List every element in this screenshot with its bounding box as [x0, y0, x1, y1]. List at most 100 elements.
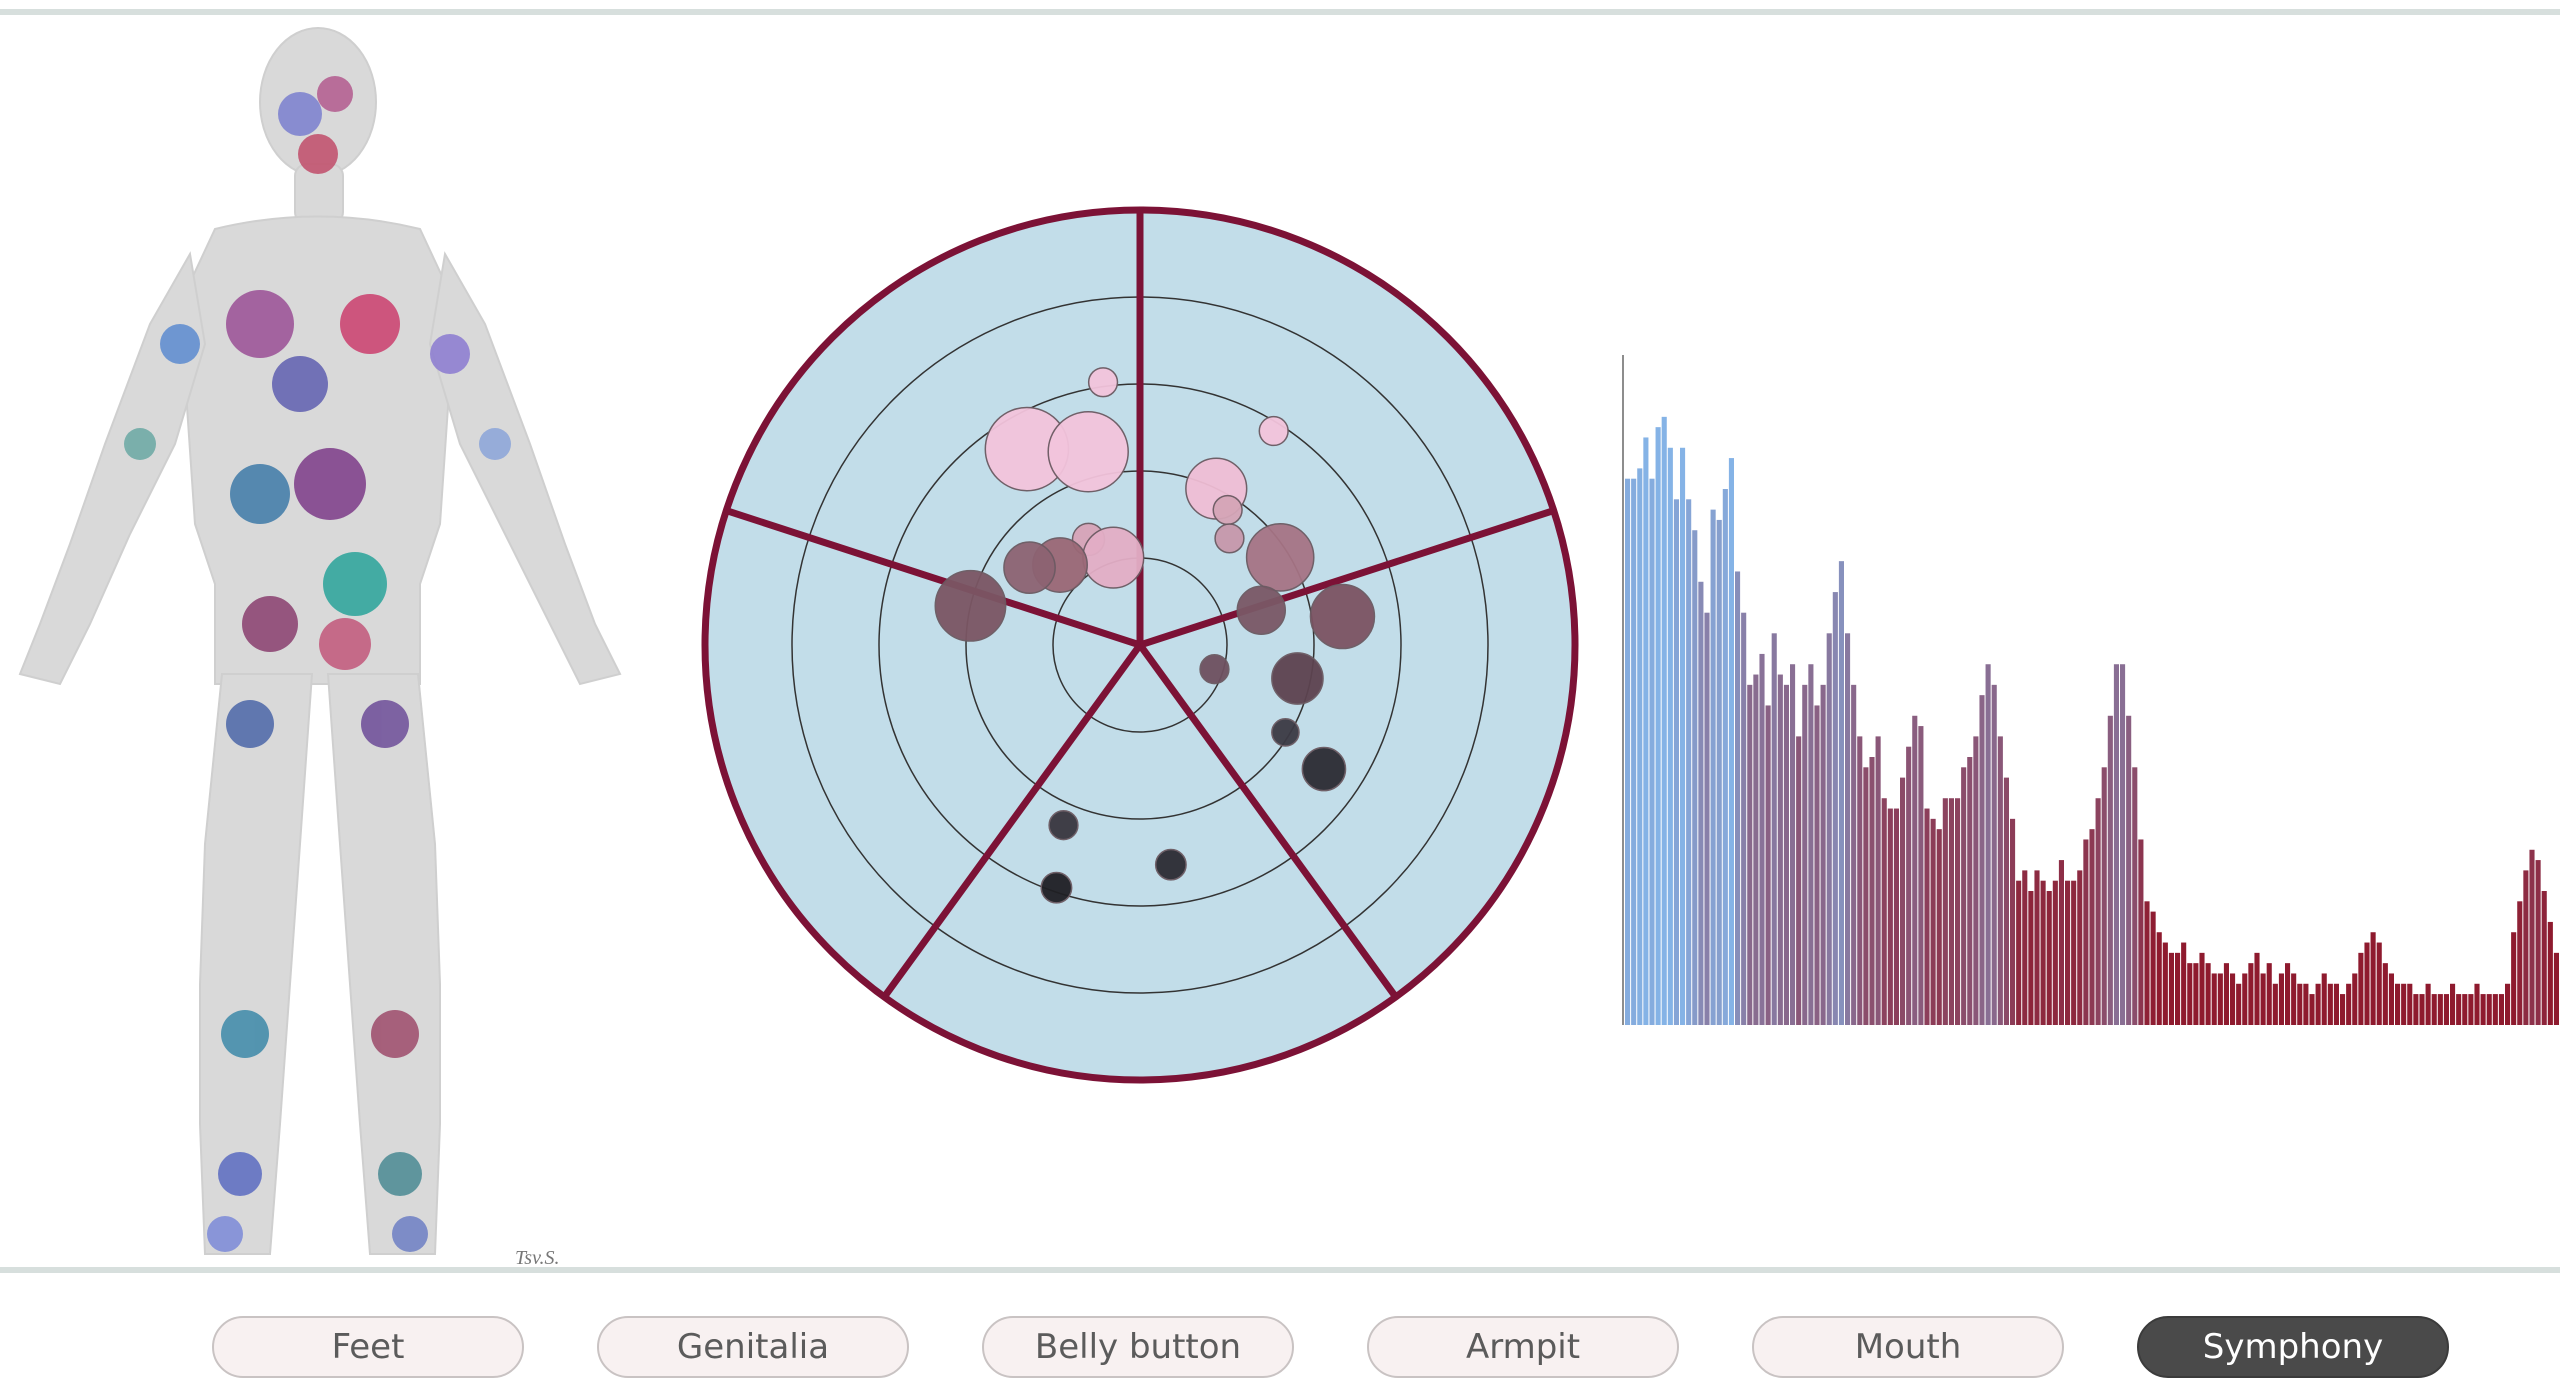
histogram-bar	[1698, 581, 1704, 1025]
histogram-bar	[2242, 973, 2248, 1025]
radial-data-point[interactable]	[1040, 871, 1073, 904]
histogram-bar	[2113, 664, 2119, 1025]
histogram-bar	[2083, 839, 2089, 1025]
histogram-bar	[2003, 777, 2009, 1025]
histogram-bar	[2162, 942, 2168, 1025]
histogram-bar	[2095, 798, 2101, 1025]
histogram-bar	[2388, 973, 2394, 1025]
histogram-bar	[1759, 653, 1765, 1025]
tab-genitalia[interactable]: Genitalia	[597, 1316, 909, 1378]
histogram-bar	[1716, 519, 1722, 1025]
radial-data-point[interactable]	[1154, 848, 1187, 881]
histogram-bar	[2327, 983, 2333, 1025]
radial-data-point[interactable]	[1301, 746, 1347, 792]
histogram-bar	[2529, 849, 2535, 1025]
histogram-bar	[1704, 612, 1710, 1025]
radial-data-point[interactable]	[1082, 526, 1145, 589]
histogram-bar	[1753, 674, 1759, 1025]
histogram-bar	[1912, 715, 1918, 1025]
histogram-bar	[1710, 509, 1716, 1026]
histogram-bar	[1838, 561, 1844, 1025]
histogram-bar	[2535, 860, 2541, 1025]
histogram-bar	[2089, 829, 2095, 1025]
radial-data-point[interactable]	[934, 569, 1007, 642]
radial-data-point[interactable]	[1199, 654, 1230, 685]
radial-chart	[701, 206, 1579, 1084]
histogram-bar	[1790, 664, 1796, 1025]
radial-sector-divider	[881, 642, 1143, 999]
histogram-bar	[1808, 664, 1814, 1025]
histogram-bar	[1692, 530, 1698, 1025]
histogram-bar	[1722, 489, 1728, 1025]
histogram-bar	[1649, 478, 1655, 1025]
histogram-bar	[2046, 891, 2052, 1025]
histogram-bar	[1777, 674, 1783, 1025]
histogram-bar	[1673, 499, 1679, 1025]
histogram-bar	[1900, 777, 1906, 1025]
tab-armpit[interactable]: Armpit	[1367, 1316, 1679, 1378]
histogram-bar	[1765, 705, 1771, 1025]
radial-data-point[interactable]	[1245, 523, 1315, 592]
histogram-bar	[1661, 416, 1667, 1025]
histogram-bar	[1936, 829, 1942, 1025]
histogram-bar	[2193, 963, 2199, 1025]
histogram-bar	[2266, 963, 2272, 1025]
tab-feet[interactable]: Feet	[212, 1316, 524, 1378]
radial-data-point[interactable]	[1048, 810, 1079, 841]
histogram-bar	[1887, 808, 1893, 1025]
histogram-bar	[2168, 952, 2174, 1025]
histogram-bar	[2370, 932, 2376, 1025]
histogram-bar	[2456, 994, 2462, 1025]
histogram-bar	[1667, 447, 1673, 1025]
histogram-bar	[1741, 612, 1747, 1025]
radial-data-point[interactable]	[1003, 541, 1056, 595]
radial-data-point[interactable]	[1212, 494, 1243, 526]
radial-data-point[interactable]	[1258, 415, 1289, 447]
tab-symphony[interactable]: Symphony	[2137, 1316, 2449, 1378]
artist-signature: Tsv.S.	[515, 1247, 559, 1269]
histogram-bar	[2352, 973, 2358, 1025]
histogram-bar	[2254, 952, 2260, 1025]
radial-data-point[interactable]	[1087, 367, 1119, 398]
histogram-bar	[2346, 983, 2352, 1025]
body-silhouette	[18, 27, 622, 1255]
microbe-dots	[124, 76, 511, 1252]
tab-belly-button[interactable]: Belly button	[982, 1316, 1294, 1378]
histogram-bar	[2474, 983, 2480, 1025]
histogram-bar	[2217, 973, 2223, 1025]
radial-data-point[interactable]	[1236, 585, 1287, 635]
histogram-bar	[2505, 983, 2511, 1025]
histogram-bar	[1991, 684, 1997, 1025]
histogram-bar	[2187, 963, 2193, 1025]
histogram-bar	[2315, 983, 2321, 1025]
histogram-bar	[2395, 983, 2401, 1025]
histogram-bar	[1783, 684, 1789, 1025]
radial-data-point[interactable]	[1214, 523, 1245, 554]
radial-data-point[interactable]	[1271, 718, 1300, 747]
histogram-bar	[1967, 757, 1973, 1025]
histogram-bar	[2107, 715, 2113, 1025]
histogram-bar	[1814, 705, 1820, 1025]
tab-mouth[interactable]: Mouth	[1752, 1316, 2064, 1378]
histogram-bar	[1893, 808, 1899, 1025]
histogram-bar	[1637, 468, 1643, 1025]
histogram-bar	[2230, 973, 2236, 1025]
histogram-bar	[2211, 973, 2217, 1025]
histogram-bar	[1930, 818, 1936, 1025]
histogram-bar	[1851, 684, 1857, 1025]
radial-data-point[interactable]	[1271, 652, 1324, 705]
histogram-bar	[1845, 633, 1851, 1025]
histogram-bar	[2413, 994, 2419, 1025]
radial-data-point[interactable]	[1047, 410, 1129, 493]
radial-points	[934, 367, 1376, 904]
histogram-bar	[2144, 901, 2150, 1025]
histogram-bar	[1735, 571, 1741, 1025]
histogram-bar	[1924, 808, 1930, 1025]
radial-data-point[interactable]	[1309, 583, 1376, 650]
histogram-bars	[1625, 416, 2559, 1026]
histogram-bar	[2541, 891, 2547, 1025]
histogram-bar	[2376, 942, 2382, 1025]
histogram-bar	[1948, 798, 1954, 1025]
histogram-bar	[2437, 994, 2443, 1025]
histogram-bar	[1625, 478, 1631, 1025]
